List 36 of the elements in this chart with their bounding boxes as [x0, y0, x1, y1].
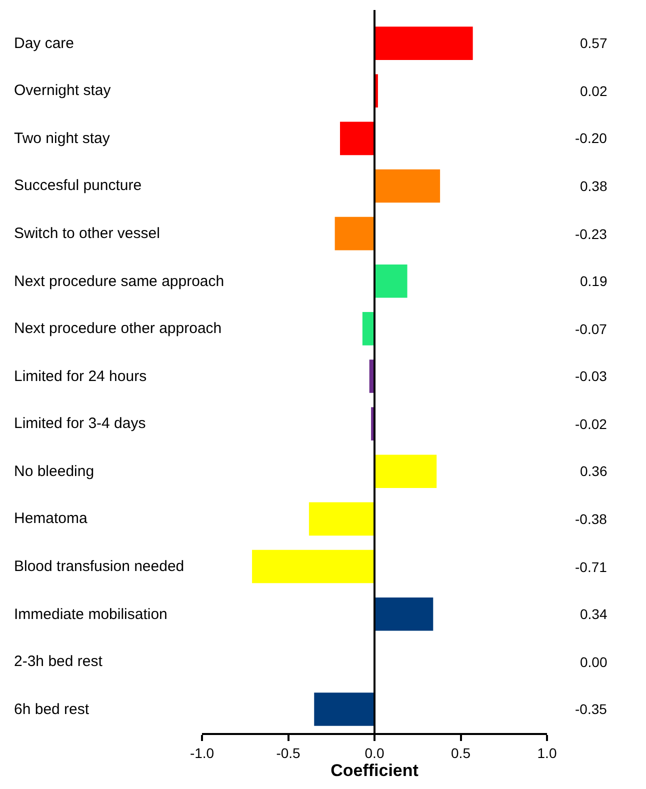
data-label: 0.19: [580, 273, 608, 289]
y-tick-label: Overnight stay: [14, 82, 112, 99]
y-tick-label: Switch to other vessel: [14, 225, 160, 242]
data-label: 0.02: [580, 83, 608, 99]
data-label: -0.35: [575, 701, 608, 717]
y-tick-label: Immediate mobilisation: [14, 606, 168, 623]
data-label: -0.07: [575, 321, 608, 337]
y-tick-label: Succesful puncture: [14, 177, 142, 194]
y-tick-label: 2-3h bed rest: [14, 653, 104, 670]
data-label: 0.57: [580, 35, 608, 51]
data-label: 0.34: [580, 606, 608, 622]
data-label: -0.20: [575, 130, 608, 146]
y-tick-label: Day care: [14, 35, 74, 52]
x-tick-label: 0.5: [451, 744, 471, 761]
data-label: -0.03: [575, 368, 608, 384]
x-tick-label: -1.0: [190, 744, 214, 761]
y-tick-label: Two night stay: [14, 130, 110, 147]
data-label: -0.23: [575, 226, 608, 242]
data-label: 0.36: [580, 463, 608, 479]
x-tick-label: 0.0: [364, 744, 384, 761]
y-tick-label: Next procedure other approach: [14, 320, 222, 337]
data-label: -0.02: [575, 416, 608, 432]
data-label: -0.71: [575, 559, 608, 575]
data-label: 0.00: [580, 654, 608, 670]
y-tick-label: 6h bed rest: [14, 701, 90, 718]
y-tick-label: Blood transfusion needed: [14, 558, 184, 575]
y-tick-label: Limited for 24 hours: [14, 368, 147, 385]
y-tick-label: No bleeding: [14, 463, 94, 480]
data-label: 0.38: [580, 178, 608, 194]
y-tick-label: Next procedure same approach: [14, 273, 224, 290]
data-label: -0.38: [575, 511, 608, 527]
y-tick-label: Hematoma: [14, 510, 88, 527]
y-tick-label: Limited for 3-4 days: [14, 415, 146, 432]
x-tick-label: 1.0: [537, 744, 557, 761]
x-axis-title: Coefficient: [330, 760, 419, 780]
x-tick-label: -0.5: [276, 744, 301, 761]
